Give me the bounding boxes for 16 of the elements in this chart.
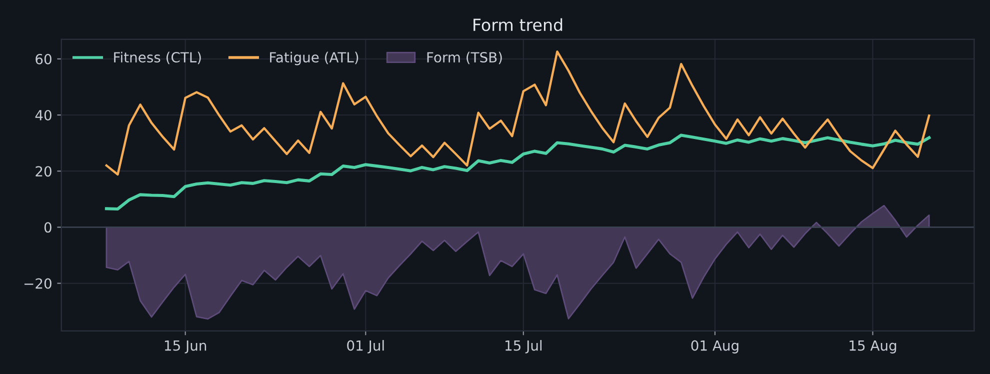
y-tick-label: 0 <box>44 222 52 233</box>
y-tick-label: 20 <box>36 166 52 177</box>
x-tick-label: 01 Jul <box>347 340 384 354</box>
legend-label: Fitness (CTL) <box>114 52 201 64</box>
y-tick-label: −20 <box>24 278 52 289</box>
chart-title: Form trend <box>474 18 562 32</box>
x-tick-label: 15 Jul <box>506 340 542 354</box>
x-tick-label: 15 Jun <box>164 340 206 354</box>
line-series <box>105 50 930 176</box>
x-tick-label: 01 Aug <box>691 340 738 354</box>
legend-label: Fatigue (ATL) <box>270 52 358 66</box>
line-series <box>104 134 931 211</box>
y-tick-label: 60 <box>36 54 52 64</box>
x-tick-label: 15 Aug <box>850 340 896 354</box>
legend-label: Form (TSB) <box>427 52 502 64</box>
y-tick-label: 40 <box>35 110 52 120</box>
